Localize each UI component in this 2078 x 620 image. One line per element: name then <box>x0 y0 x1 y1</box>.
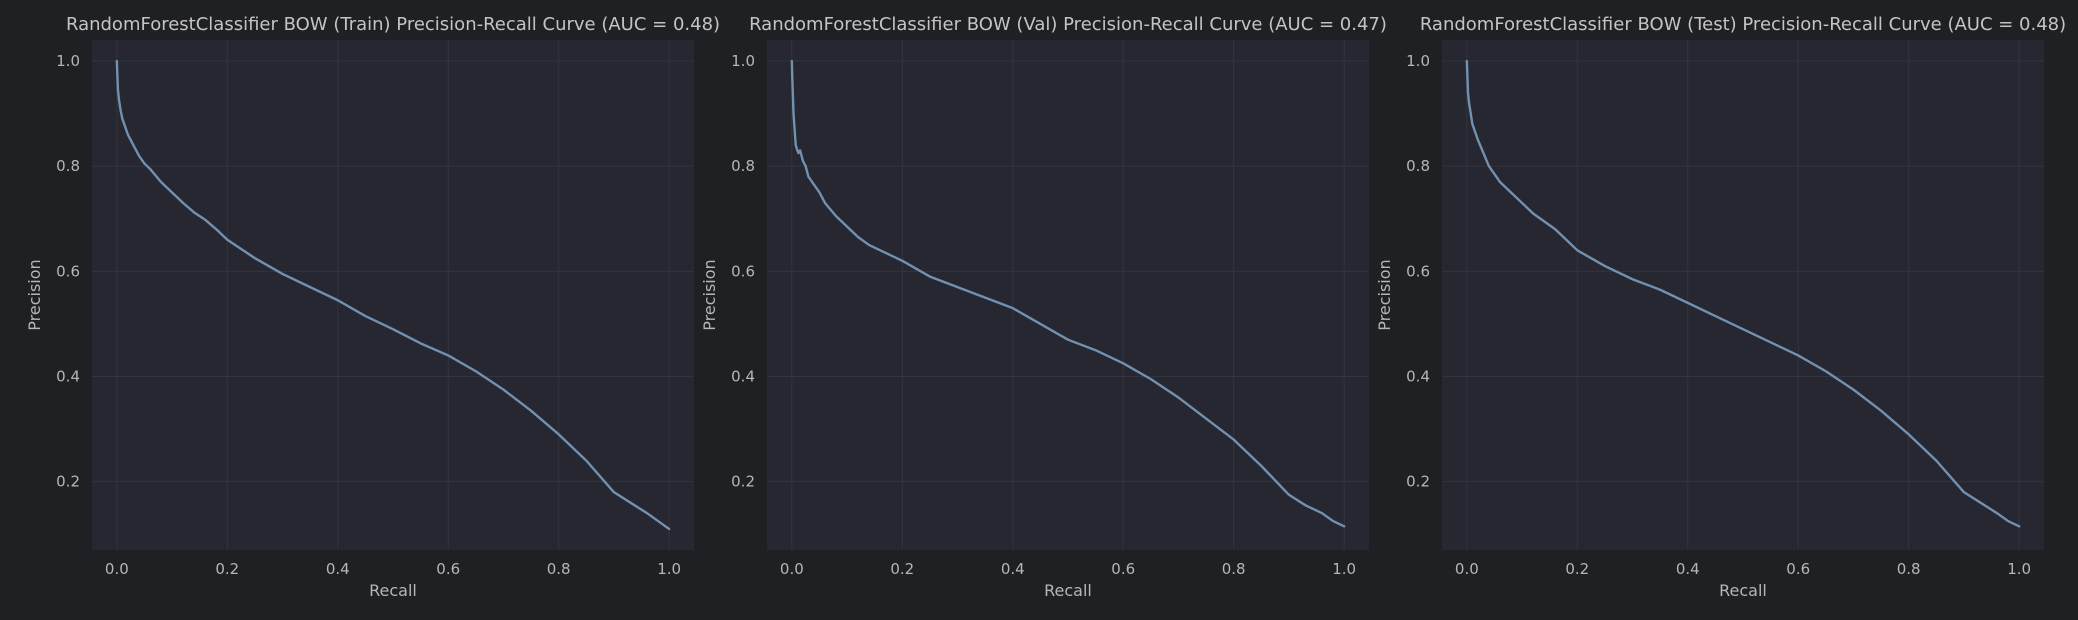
plot-area <box>92 40 694 550</box>
x-tick-label: 0.2 <box>890 560 914 578</box>
x-tick-label: 0.6 <box>1111 560 1135 578</box>
plot-area <box>767 40 1369 550</box>
y-tick-label: 0.6 <box>1406 262 1430 280</box>
y-tick-label: 1.0 <box>1406 52 1430 70</box>
y-tick-label: 0.2 <box>731 473 755 491</box>
y-tick-label: 0.4 <box>1406 367 1430 385</box>
x-tick-label: 0.8 <box>547 560 571 578</box>
x-tick-label: 0.2 <box>1565 560 1589 578</box>
y-tick-label: 0.8 <box>731 157 755 175</box>
chart-title: RandomForestClassifier BOW (Test) Precis… <box>1420 14 2066 35</box>
y-tick-label: 1.0 <box>56 52 80 70</box>
y-tick-label: 1.0 <box>731 52 755 70</box>
x-axis-label: Recall <box>1044 581 1092 600</box>
chart-panel-3: 0.0 0.2 0.4 0.6 0.8 1.0 0.2 0.4 0.6 0.8 1.0 RandomF… <box>1375 14 2066 600</box>
x-tick-label: 1.0 <box>1332 560 1356 578</box>
pr-curve-line <box>1465 59 2021 528</box>
y-tick-label: 0.8 <box>56 157 80 175</box>
x-tick-label: 0.0 <box>105 560 129 578</box>
x-tick-label: 1.0 <box>657 560 681 578</box>
x-tick-label: 1.0 <box>2007 560 2031 578</box>
chart-panel-2: 0.0 0.2 0.4 0.6 0.8 1.0 0.2 0.4 0.6 0.8 1.0 RandomF… <box>700 14 1387 600</box>
x-axis-label: Recall <box>1719 581 1767 600</box>
plot-area <box>1442 40 2044 550</box>
x-tick-label: 0.2 <box>215 560 239 578</box>
x-tick-label: 0.0 <box>780 560 804 578</box>
y-axis-label: Precision <box>700 259 719 330</box>
x-tick-label: 0.8 <box>1222 560 1246 578</box>
pr-curve-line <box>115 59 671 531</box>
y-tick-label: 0.4 <box>56 367 80 385</box>
y-tick-label: 0.8 <box>1406 157 1430 175</box>
chart-title: RandomForestClassifier BOW (Val) Precisi… <box>749 14 1387 35</box>
y-tick-label: 0.4 <box>731 367 755 385</box>
x-tick-label: 0.0 <box>1455 560 1479 578</box>
y-tick-label: 0.2 <box>56 473 80 491</box>
y-axis-label: Precision <box>25 259 44 330</box>
x-tick-label: 0.4 <box>1001 560 1025 578</box>
x-axis-label: Recall <box>369 581 417 600</box>
chart-panel-1: 0.0 0.2 0.4 0.6 0.8 1.0 0.2 0.4 0.6 0.8 1.0 RandomF… <box>25 14 720 600</box>
chart-title: RandomForestClassifier BOW (Train) Preci… <box>66 14 720 35</box>
pr-curve-line <box>790 59 1346 528</box>
x-tick-label: 0.6 <box>436 560 460 578</box>
y-axis-label: Precision <box>1375 259 1394 330</box>
x-tick-label: 0.4 <box>1676 560 1700 578</box>
y-tick-label: 0.6 <box>56 262 80 280</box>
x-tick-label: 0.6 <box>1786 560 1810 578</box>
x-tick-label: 0.4 <box>326 560 350 578</box>
y-tick-label: 0.6 <box>731 262 755 280</box>
x-tick-label: 0.8 <box>1897 560 1921 578</box>
y-tick-label: 0.2 <box>1406 473 1430 491</box>
